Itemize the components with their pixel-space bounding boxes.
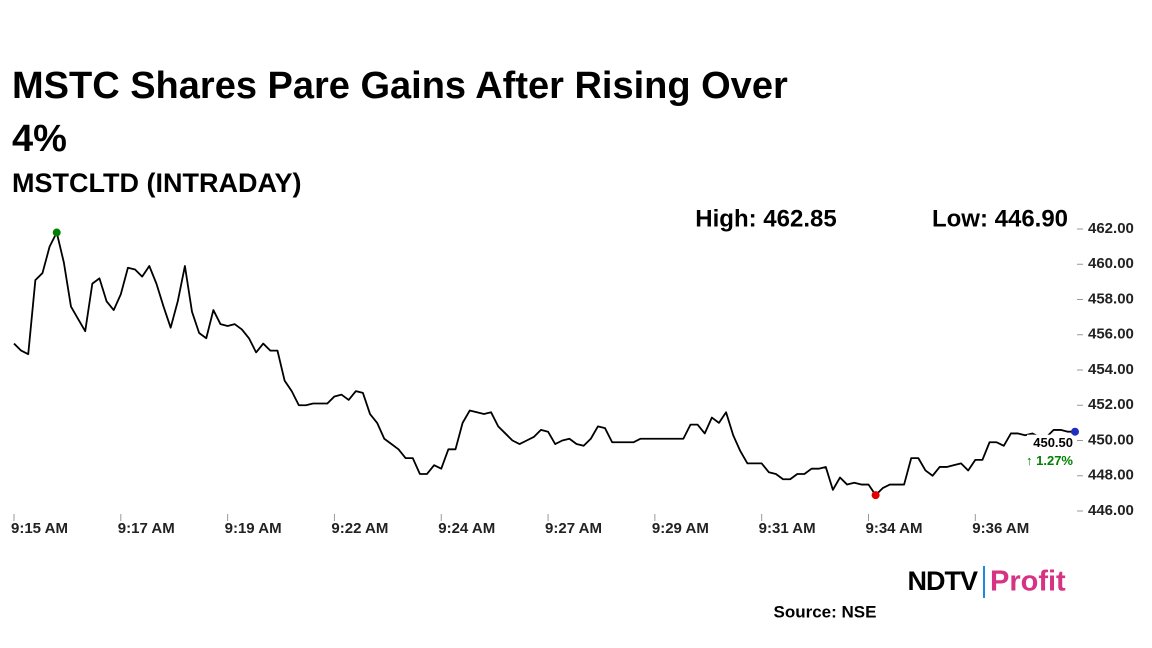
x-tick-label: 9:22 AM [331,520,388,537]
y-tick-label: 452.00 [1088,396,1134,413]
y-tick-label: 460.00 [1088,255,1134,272]
price-line [13,231,1075,497]
low-label: Low: 446.90 [932,205,1068,232]
x-tick-label: 9:24 AM [438,520,495,537]
high-marker [52,228,61,237]
chart-title: MSTC Shares Pare Gains After Rising Over… [12,65,788,160]
last-label-bg [1027,434,1073,471]
x-tick-label: 9:36 AM [972,520,1029,537]
low-marker [871,491,880,500]
logo-profit: Profit [990,566,1066,598]
y-tick-label: 456.00 [1088,326,1134,343]
change-label: ↑ 1.27% [1026,453,1073,468]
y-tick-label: 446.00 [1088,502,1134,519]
x-tick-label: 9:19 AM [225,520,282,537]
last-marker [1071,427,1079,436]
y-tick-label: 458.00 [1088,290,1134,307]
last-label: 450.50 [1033,435,1073,450]
high-label: High: 462.85 [695,205,836,232]
x-tick-label: 9:15 AM [11,520,68,537]
x-tick-label: 9:31 AM [759,520,816,537]
chart-subtitle: MSTCLTD (INTRADAY) [12,168,302,198]
y-tick-label: 462.00 [1088,220,1134,237]
y-tick-label: 450.00 [1088,431,1134,448]
logo-ndtv: NDTV [908,566,978,596]
x-tick-label: 9:34 AM [865,520,922,537]
y-tick-label: 454.00 [1088,361,1134,378]
x-tick-label: 9:17 AM [118,520,175,537]
y-tick-label: 448.00 [1088,467,1134,484]
x-tick-label: 9:29 AM [652,520,709,537]
source: Source: NSE [774,602,877,621]
x-tick-label: 9:27 AM [545,520,602,537]
